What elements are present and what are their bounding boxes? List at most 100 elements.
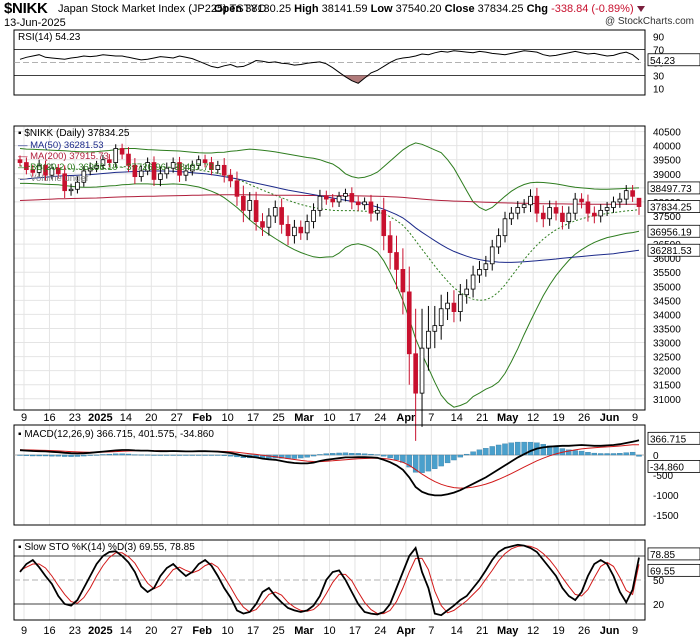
candle-body [30,169,36,173]
macd-histogram-bar [527,441,534,456]
close-tag-box [647,200,700,213]
macd-histogram-bar [189,454,196,456]
price-y-tick: 34000 [653,310,681,321]
bb-lower-tag-box [647,224,700,238]
low-value: 37540.20 [395,3,442,15]
price-y-tick: 39500 [653,156,681,167]
candle-body [17,159,23,163]
macd-histogram-bar [572,450,578,456]
macd-y-tick: 0 [653,451,659,462]
chg-label: Chg [526,3,548,15]
price-title: ▪ $NIKK (Daily) 37834.25 [18,128,130,139]
rsi-y-tick: 30 [653,72,665,83]
candle-body [311,209,316,223]
candle-body [515,207,521,214]
macd-histogram-bar [457,454,464,458]
macd-histogram-bar [208,454,215,456]
candle-body [209,162,214,170]
x-axis-label: 2025 [88,412,112,424]
candle-body [43,164,48,176]
down-triangle-icon [636,6,645,13]
candle-body [202,159,208,163]
candle-body [170,162,176,169]
macd-y-tick: -1000 [653,491,679,502]
sto-y-tick: 50 [653,576,665,587]
macd-histogram-bar [342,452,349,456]
macd-histogram-bar [221,454,227,456]
x-axis-label: Feb [192,625,212,637]
sto-d-tag-box [647,547,700,561]
macd-histogram-bar [419,454,425,473]
candle-body [55,167,61,175]
macd-line [19,439,640,497]
macd-histogram-bar [591,452,598,456]
bb-upper-tag: 38497.73 [650,184,692,195]
macd-histogram-bar [470,451,476,456]
candle-body [183,170,189,176]
chg-value: -338.84 (-0.89%) [551,3,634,15]
candle-body [151,162,157,180]
x-axis-label: 14 [120,625,132,637]
bb-middle-line [19,165,640,301]
candle-body [285,224,291,237]
candle-body [228,174,233,182]
candle-body [279,207,284,225]
x-axis-label: 24 [374,412,386,424]
candle-body [336,195,342,203]
macd-histogram-bar [393,454,400,461]
candle-body [87,167,93,172]
macd-value-tag: 366.715 [650,434,687,445]
macd-histogram-bar [304,454,310,458]
sto-k-line [19,543,640,617]
macd-histogram-bar [623,452,629,456]
macd-histogram-bar [113,453,119,456]
macd-histogram-bar [636,454,642,457]
macd-histogram-bar [317,454,323,456]
macd-histogram-bar [329,453,336,456]
price-legend-2: — BB(20,2.0) 36956.19 - 37726.96 - 38497… [18,162,214,173]
macd-histogram-bar [451,454,457,461]
macd-y-tick: -500 [653,471,673,482]
macd-histogram-bar [119,453,125,456]
x-axis-label: Jun [600,412,620,424]
price-legend-3: — Volume undef [18,173,89,184]
price-y-tick: 31500 [653,381,681,392]
macd-histogram-bar [553,447,559,456]
x-axis-label: Feb [192,412,212,424]
macd-histogram-bar [387,454,393,459]
macd-histogram-bar [100,454,106,456]
x-axis-label: 23 [69,412,81,424]
bb-upper-tag-box [647,181,700,195]
candle-body [604,207,610,211]
candle-body [540,212,546,220]
macd-histogram-bar [74,454,81,457]
x-axis-label: 10 [222,625,234,637]
macd-histogram-bar [151,454,157,456]
candle-body [221,164,227,176]
candle-body [158,173,163,180]
macd-histogram-bar [30,454,36,457]
macd-histogram-bar [93,454,100,456]
candle-body [272,207,278,217]
candle-body [81,170,87,183]
macd-histogram-bar [49,454,55,457]
candle-body [126,153,131,166]
candle-body [215,164,221,170]
x-axis-label: 12 [527,412,539,424]
x-axis-label: 9 [21,625,27,637]
macd-histogram-bar [164,454,170,456]
price-y-tick: 35500 [653,268,681,279]
candle-body [266,215,272,228]
candle-body [611,201,616,208]
candle-body [298,226,304,234]
ma50-tag: 36281.53 [650,246,692,257]
macd-histogram-bar [323,453,330,456]
price-panel-frame [13,125,646,411]
macd-histogram-bar [157,454,164,456]
candle-body [68,188,74,192]
sto-d-line [19,545,640,615]
x-axis-label: Mar [294,625,314,637]
candle-body [343,193,348,197]
x-axis-label: 16 [43,625,55,637]
macd-histogram-bar [495,444,502,456]
